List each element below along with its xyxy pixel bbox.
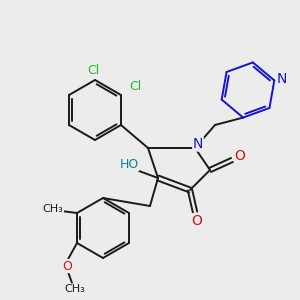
Text: Cl: Cl: [129, 80, 141, 94]
Text: O: O: [235, 149, 245, 163]
Text: CH₃: CH₃: [43, 204, 63, 214]
Text: O: O: [192, 214, 203, 228]
Text: N: N: [193, 137, 203, 151]
Text: CH₃: CH₃: [64, 284, 86, 294]
Text: O: O: [62, 260, 72, 272]
Text: N: N: [277, 72, 287, 86]
Text: HO: HO: [119, 158, 139, 170]
Text: Cl: Cl: [87, 64, 99, 76]
